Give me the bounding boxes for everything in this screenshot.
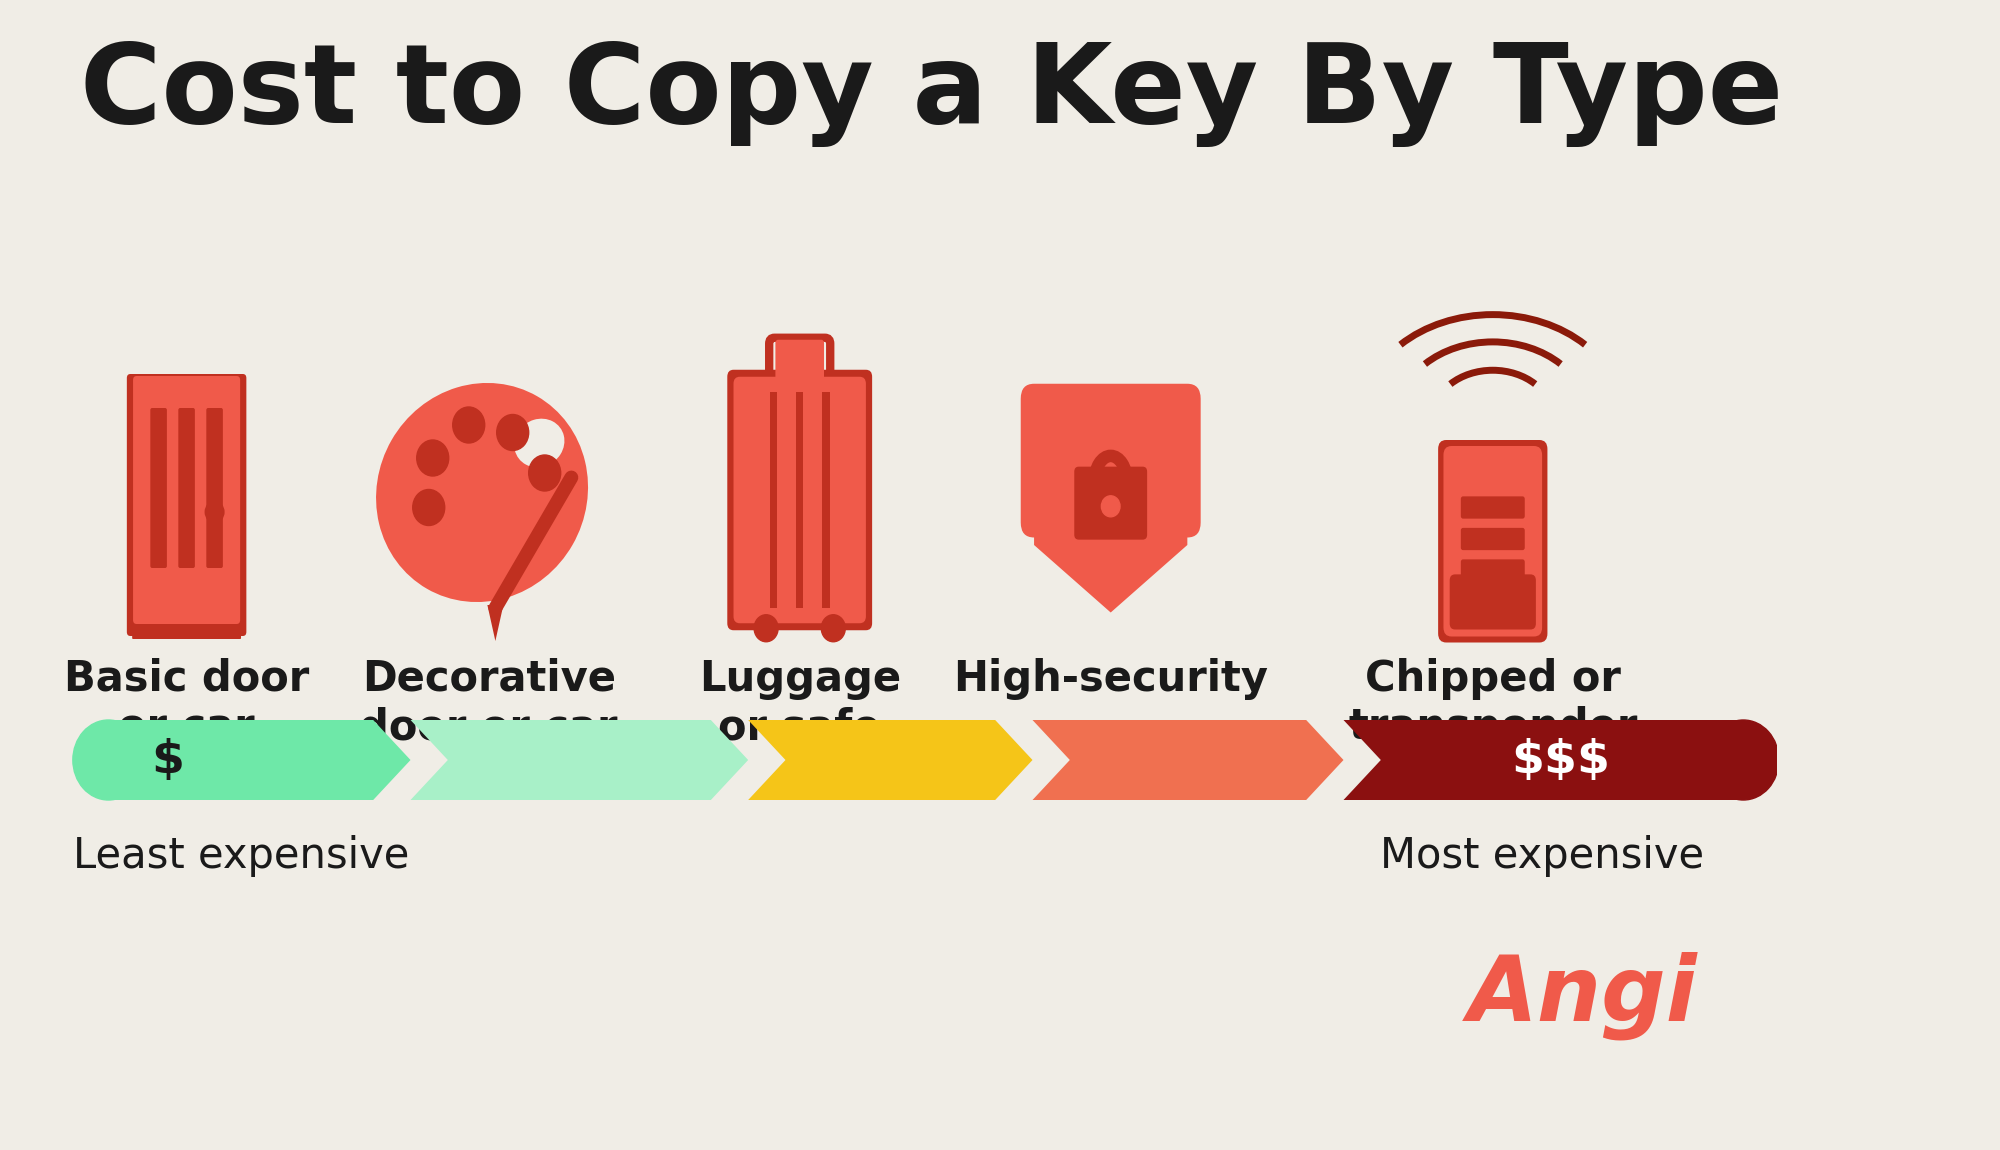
Text: Luggage
or safe: Luggage or safe [698, 658, 900, 749]
Circle shape [412, 490, 444, 526]
Text: Chipped or
transponder: Chipped or transponder [1348, 658, 1638, 749]
FancyBboxPatch shape [134, 376, 240, 624]
Polygon shape [108, 720, 410, 800]
FancyBboxPatch shape [734, 377, 866, 623]
Text: Most expensive: Most expensive [1380, 835, 1704, 877]
FancyBboxPatch shape [132, 624, 242, 639]
Polygon shape [748, 720, 1032, 800]
FancyBboxPatch shape [1460, 497, 1524, 519]
FancyBboxPatch shape [770, 392, 778, 608]
Ellipse shape [514, 419, 564, 467]
Text: Angi: Angi [1468, 951, 1698, 1040]
Text: Basic door
or car: Basic door or car [64, 658, 310, 749]
FancyBboxPatch shape [728, 370, 872, 630]
Circle shape [754, 615, 778, 642]
FancyBboxPatch shape [1460, 528, 1524, 550]
Circle shape [496, 414, 528, 451]
Polygon shape [410, 720, 748, 800]
Circle shape [206, 501, 224, 522]
FancyBboxPatch shape [150, 408, 166, 568]
Circle shape [416, 440, 448, 476]
Polygon shape [1344, 720, 1744, 800]
Circle shape [822, 615, 846, 642]
FancyBboxPatch shape [1438, 440, 1548, 643]
Polygon shape [488, 605, 504, 641]
FancyBboxPatch shape [1460, 559, 1524, 582]
FancyBboxPatch shape [1074, 467, 1148, 539]
FancyBboxPatch shape [1444, 446, 1542, 636]
FancyBboxPatch shape [1450, 574, 1536, 629]
Text: Cost to Copy a Key By Type: Cost to Copy a Key By Type [80, 40, 1784, 147]
Text: $$$: $$$ [1512, 737, 1610, 782]
Text: Least expensive: Least expensive [72, 835, 410, 877]
Circle shape [452, 407, 484, 443]
Text: $: $ [150, 737, 184, 782]
Ellipse shape [376, 383, 588, 603]
Circle shape [1102, 496, 1120, 516]
FancyBboxPatch shape [178, 408, 194, 568]
Polygon shape [1032, 720, 1344, 800]
Circle shape [1708, 720, 1778, 800]
Text: Decorative
door or car: Decorative door or car [360, 658, 618, 749]
FancyBboxPatch shape [822, 392, 830, 608]
Text: High-security: High-security [954, 658, 1268, 699]
Circle shape [528, 455, 560, 491]
FancyBboxPatch shape [126, 374, 246, 636]
FancyBboxPatch shape [206, 408, 222, 568]
FancyBboxPatch shape [796, 392, 804, 608]
Polygon shape [1034, 466, 1188, 613]
FancyBboxPatch shape [776, 339, 824, 383]
Circle shape [72, 720, 144, 800]
FancyBboxPatch shape [1020, 384, 1200, 537]
